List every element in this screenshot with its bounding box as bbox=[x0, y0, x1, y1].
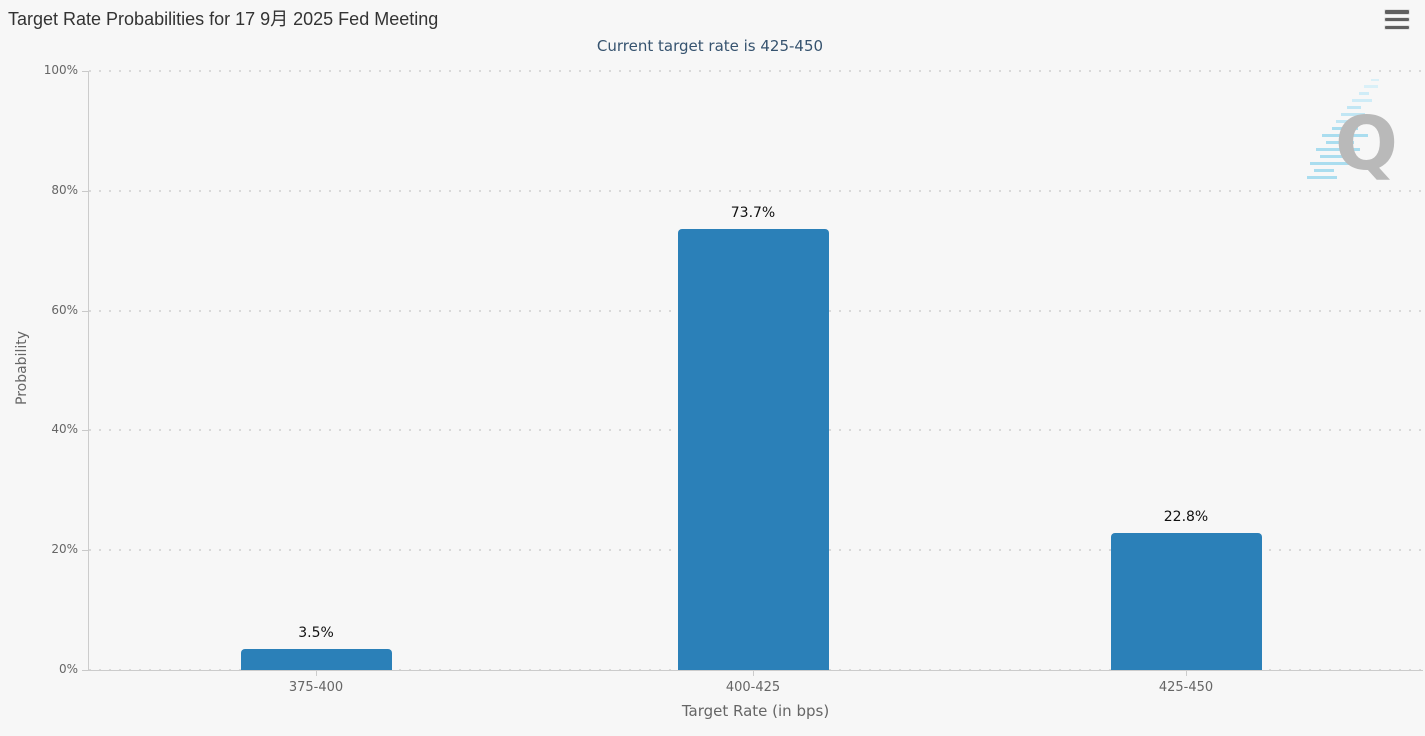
chart-context-menu-button[interactable] bbox=[1385, 10, 1409, 29]
gridline-80 bbox=[89, 190, 1423, 192]
watermark-q-icon: Q bbox=[1307, 79, 1398, 187]
hamburger-icon bbox=[1385, 25, 1409, 29]
bar-value-label: 22.8% bbox=[1163, 509, 1209, 525]
x-axis-line bbox=[88, 670, 1423, 671]
x-axis-category-label: 375-400 bbox=[288, 680, 344, 695]
y-axis-tick bbox=[82, 670, 88, 671]
y-axis-title: Probability bbox=[14, 330, 30, 406]
y-axis-tick bbox=[82, 550, 88, 551]
y-axis-tick-label: 80% bbox=[51, 183, 78, 197]
x-axis-category-label: 400-425 bbox=[725, 680, 781, 695]
hamburger-icon bbox=[1385, 17, 1409, 22]
bar-400-425[interactable] bbox=[677, 229, 829, 670]
y-axis-tick bbox=[82, 71, 88, 72]
bar-value-label: 3.5% bbox=[298, 625, 334, 641]
y-axis-line bbox=[88, 71, 89, 671]
svg-text:Q: Q bbox=[1335, 101, 1398, 187]
gridline-100 bbox=[89, 70, 1423, 72]
x-axis-tick bbox=[1186, 671, 1187, 676]
watermark-logo: Q bbox=[1305, 77, 1405, 187]
y-axis-tick bbox=[82, 191, 88, 192]
x-axis-title: Target Rate (in bps) bbox=[681, 702, 830, 720]
y-axis-tick-label: 40% bbox=[51, 422, 78, 436]
y-axis-tick bbox=[82, 430, 88, 431]
bar-375-400[interactable] bbox=[240, 649, 392, 670]
hamburger-icon bbox=[1385, 10, 1409, 14]
bar-425-450[interactable] bbox=[1110, 533, 1262, 670]
x-axis-category-label: 425-450 bbox=[1158, 680, 1214, 695]
x-axis-tick bbox=[316, 671, 317, 676]
y-axis-tick-label: 20% bbox=[51, 542, 78, 556]
chart-subtitle: Current target rate is 425-450 bbox=[596, 37, 824, 55]
chart-title: Target Rate Probabilities for 17 9月 2025… bbox=[8, 9, 439, 29]
plot-area: Q 3.5% 73.7% 22.8% bbox=[88, 70, 1423, 671]
bar-value-label: 73.7% bbox=[730, 205, 776, 221]
x-axis-tick bbox=[753, 671, 754, 676]
y-axis-tick-label: 100% bbox=[43, 63, 78, 77]
y-axis-tick bbox=[82, 311, 88, 312]
y-axis-tick-label: 60% bbox=[51, 303, 78, 317]
y-axis-tick-label: 0% bbox=[58, 662, 78, 676]
